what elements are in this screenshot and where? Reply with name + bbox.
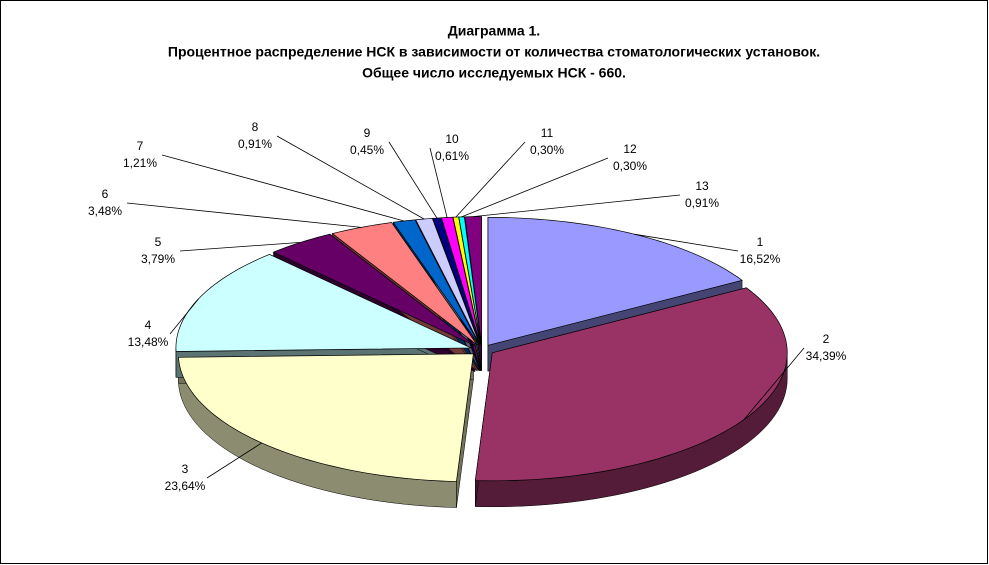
pie-slice — [178, 353, 474, 482]
pie-slice — [432, 217, 481, 345]
leader-line — [473, 194, 681, 218]
leader-line — [634, 233, 739, 252]
slice-category: 6 — [102, 187, 109, 201]
slice-value-label: 0,30% — [613, 159, 647, 173]
slice-category: 10 — [445, 132, 459, 146]
chart-title: Общее число исследуемых НСК - 660. — [362, 65, 626, 81]
leader-line — [276, 135, 425, 220]
slice-value-label: 0,91% — [685, 196, 719, 210]
slice-value-label: 16,52% — [740, 252, 781, 266]
slice-category: 4 — [145, 318, 152, 332]
slice-value-label: 23,64% — [165, 479, 206, 493]
slice-category: 2 — [823, 332, 830, 346]
slice-value-label: 0,30% — [530, 143, 564, 157]
slice-category: 9 — [364, 126, 371, 140]
leader-line — [429, 147, 448, 218]
pie-slice — [487, 216, 743, 346]
slice-category: 11 — [541, 126, 554, 140]
slice-value-label: 0,91% — [238, 137, 272, 151]
slice-category: 5 — [155, 235, 162, 249]
leader-line — [169, 298, 200, 335]
slice-value-label: 3,48% — [88, 204, 122, 218]
leader-line — [126, 202, 362, 228]
slice-value-label: 3,79% — [141, 252, 175, 266]
pie-slice — [392, 219, 480, 345]
slice-category: 7 — [137, 139, 144, 153]
pie-slice — [458, 216, 482, 345]
slice-value-label: 13,48% — [128, 335, 169, 349]
slice-value-label: 1,21% — [123, 156, 157, 170]
pie-slice — [474, 287, 788, 482]
slice-category: 12 — [623, 142, 637, 156]
pie-slice — [415, 217, 481, 345]
leader-line — [161, 154, 405, 222]
chart-title: Диаграмма 1. — [448, 23, 540, 39]
slice-value-label: 0,61% — [435, 149, 469, 163]
slice-category: 8 — [252, 120, 259, 134]
leader-line — [455, 141, 526, 218]
slice-value-label: 34,39% — [806, 349, 847, 363]
leader-line — [743, 347, 805, 420]
leader-line — [206, 442, 262, 479]
slice-category: 3 — [182, 462, 189, 476]
slice-category: 1 — [757, 235, 764, 249]
leader-line — [388, 141, 438, 219]
pie-slice — [331, 222, 478, 346]
chart-title: Процентное распределение НСК в зависимос… — [168, 44, 820, 60]
leader-line — [179, 242, 301, 252]
slice-category: 13 — [695, 179, 709, 193]
slice-value-label: 0,45% — [350, 143, 384, 157]
leader-line — [461, 157, 609, 218]
